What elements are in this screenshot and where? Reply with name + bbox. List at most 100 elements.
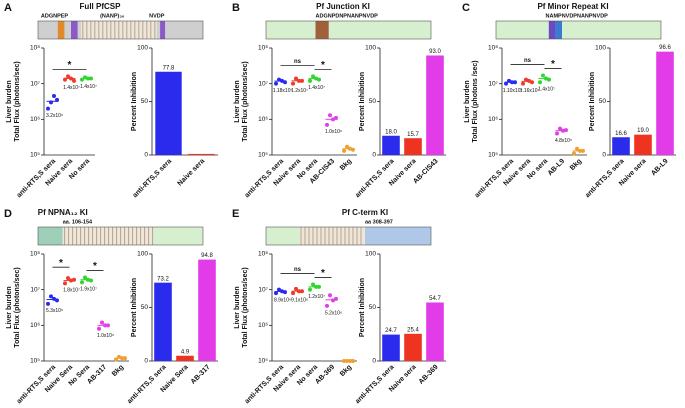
y-tick-label: 50	[599, 98, 607, 105]
value-label: 94.8	[201, 253, 213, 259]
sequence-label: NAMPNVDPNANPNVDP	[546, 13, 609, 19]
domain	[160, 21, 166, 39]
sequence-label: (NANP)₃₆	[100, 13, 125, 19]
x-tick-label: Naive sera	[176, 158, 206, 188]
data-point	[345, 144, 349, 149]
x-tick-label: anti-RTS,S sera	[354, 158, 396, 200]
x-tick-label: anti-RTS,S sera	[132, 158, 174, 200]
data-point	[328, 113, 332, 118]
bar	[154, 282, 172, 361]
mean-label: 1.4x10⁷	[63, 85, 80, 91]
y-tick-label: 10⁸	[258, 251, 268, 258]
data-point	[72, 277, 76, 282]
value-label: 25.4	[407, 327, 419, 333]
data-point	[277, 287, 281, 292]
mean-label: 1.18x10⁷	[273, 88, 293, 94]
data-point	[521, 81, 525, 86]
y-axis-label: Percent Inhibition	[359, 278, 366, 337]
y-axis-label: Liver burden	[234, 80, 241, 122]
panel-letter: A	[4, 2, 12, 14]
data-point	[283, 290, 287, 295]
x-tick-label: AB-369	[314, 364, 336, 386]
data-point	[308, 287, 312, 292]
data-point	[524, 77, 528, 82]
data-point	[66, 74, 70, 79]
mean-label: 1.10x10⁷	[503, 88, 523, 94]
domain	[153, 227, 203, 245]
domain	[38, 227, 63, 245]
mean-label: 5.2x10⁶	[325, 310, 342, 316]
schematic-title: Pf Junction KI	[316, 2, 370, 11]
y-tick-label: 0	[602, 152, 606, 159]
y-tick-label: 10⁷	[258, 286, 268, 293]
y-tick-label: 10⁶	[30, 116, 40, 123]
y-tick-label: 10⁷	[30, 80, 40, 87]
y-axis-label: Total Flux (photons/sec)	[14, 267, 21, 347]
y-tick-label: 10⁸	[488, 45, 498, 52]
schematic-title: Pf NPNA₁₂ KI	[38, 208, 88, 217]
domain	[266, 227, 299, 245]
bar	[612, 137, 630, 155]
significance-label: *	[68, 60, 72, 71]
y-tick-label: 10⁸	[30, 45, 40, 52]
schematic-outline	[265, 226, 432, 246]
sequence-label: aa 308-397	[365, 219, 393, 225]
data-point	[325, 122, 329, 127]
mean-label: 5.3x10⁶	[46, 308, 63, 314]
sequence-label: NVDP	[149, 13, 165, 19]
bar	[404, 138, 422, 155]
mean-label: 9.1x10⁶	[291, 297, 308, 303]
x-tick-label: AB-L9	[547, 158, 567, 178]
mean-label: 1.0x10⁶	[325, 129, 342, 135]
significance-label: *	[321, 268, 325, 279]
y-axis-label: Total Flux (photons/sec)	[14, 61, 21, 141]
panel-letter: E	[232, 208, 239, 220]
domain	[496, 21, 661, 39]
data-point	[46, 106, 50, 111]
data-point	[308, 78, 312, 83]
bar	[382, 135, 400, 155]
panel-letter: D	[4, 208, 12, 220]
value-label: 18.0	[385, 129, 397, 135]
y-tick-label: 10⁶	[258, 116, 268, 123]
bar	[176, 355, 194, 361]
mean-label: 1.4x10⁷	[80, 84, 97, 90]
data-point	[46, 301, 50, 306]
y-tick-label: 100	[595, 45, 606, 52]
value-label: 24.7	[385, 328, 397, 334]
bar	[426, 55, 444, 155]
bar	[634, 134, 652, 155]
y-tick-label: 0	[144, 152, 148, 159]
mean-label: 1.8x10⁷	[63, 288, 80, 294]
y-tick-label: 100	[137, 251, 148, 258]
bar	[188, 153, 215, 155]
data-point	[311, 282, 315, 287]
repeat-region	[62, 227, 154, 245]
y-tick-label: 0	[144, 358, 148, 365]
value-label: 19.0	[637, 128, 649, 134]
data-point	[294, 286, 298, 291]
y-tick-label: 10⁶	[258, 322, 268, 329]
domain	[57, 21, 65, 39]
data-point	[572, 151, 576, 156]
data-point	[97, 326, 101, 331]
sequence-label: ADGNPDNPNANPNVDP	[316, 13, 379, 19]
significance-label: ns	[524, 58, 532, 64]
data-point	[49, 294, 53, 299]
x-tick-label: Bkg	[339, 364, 353, 378]
y-axis-label: Total Flux (photons/sec)	[242, 267, 249, 347]
y-axis-label: Liver burden	[6, 286, 13, 328]
y-axis-label: Percent Inhibition	[131, 72, 138, 131]
data-point	[80, 280, 84, 285]
data-point	[83, 275, 87, 280]
data-point	[328, 293, 332, 298]
data-point	[538, 80, 542, 85]
sequence-label: aa. 106-154	[63, 219, 93, 225]
data-point	[274, 81, 278, 86]
domain	[555, 21, 562, 39]
value-label: 77.8	[163, 65, 175, 71]
repeat-region	[299, 227, 365, 245]
data-point	[52, 94, 56, 99]
y-axis-label: Percent Inhibition	[359, 72, 366, 131]
y-tick-label: 10⁸	[258, 45, 268, 52]
